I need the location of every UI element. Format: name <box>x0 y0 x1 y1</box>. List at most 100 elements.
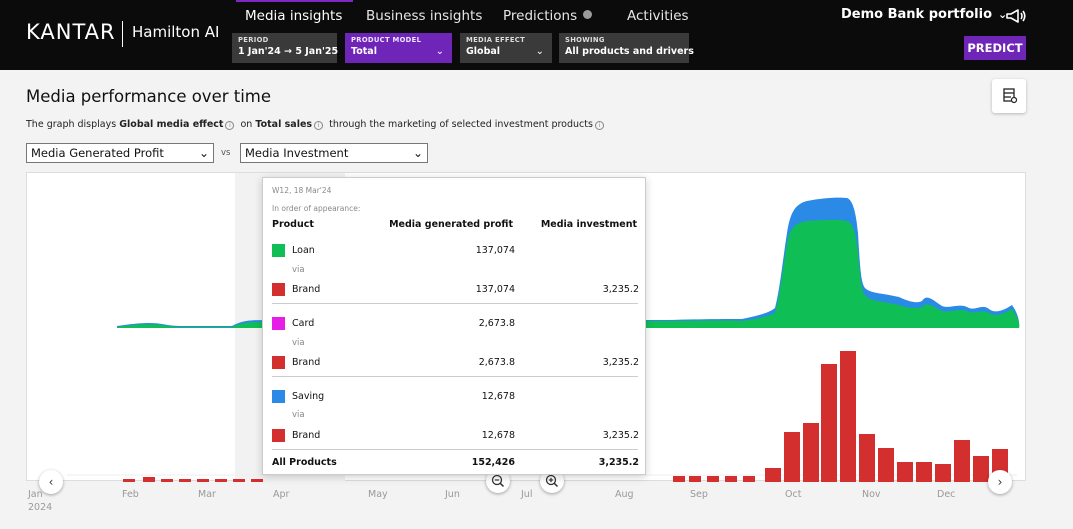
top-bar: KANTAR Hamilton AI Media insights Busine… <box>0 0 1073 70</box>
month-label: Jan <box>28 489 43 500</box>
tooltip-week: W12, 18 Mar'24 <box>272 186 332 195</box>
primary-metric-value: Media Generated Profit <box>31 146 164 160</box>
primary-metric-select[interactable]: Media Generated Profit ⌄ <box>26 143 214 163</box>
product-profit: 12,678 <box>481 391 515 402</box>
product-profit: 137,074 <box>475 245 515 256</box>
status-dot-icon <box>583 10 593 19</box>
driver-investment: 3,235.2 <box>602 357 639 368</box>
tooltip-divider <box>272 376 638 377</box>
product-model-filter-value: Total <box>351 46 377 57</box>
driver-profit: 2,673.8 <box>478 357 515 368</box>
showing-filter[interactable]: SHOWING All products and drivers <box>559 33 694 63</box>
via-label: via <box>292 265 305 275</box>
chevron-down-icon: ⌄ <box>435 46 444 57</box>
month-label: Nov <box>862 489 881 500</box>
tab-media-insights[interactable]: Media insights <box>245 8 343 24</box>
tooltip-row-saving-brand: Brand 12,678 3,235.2 <box>263 429 647 443</box>
loan-area <box>117 219 1020 328</box>
tab-activities[interactable]: Activities <box>627 8 689 24</box>
tooltip-row-loan-brand: Brand 137,074 3,235.2 <box>263 283 647 297</box>
portfolio-name: Demo Bank portfolio <box>841 7 993 22</box>
total-profit: 152,426 <box>471 457 515 468</box>
desc-text-3: through the marketing of selected invest… <box>329 119 593 130</box>
desc-effect: Global media effect <box>119 119 224 130</box>
tooltip-header-investment: Media investment <box>540 219 637 230</box>
month-label: Jul <box>521 489 533 500</box>
showing-filter-value: All products and drivers <box>565 46 694 57</box>
tooltip-row-card-brand: Brand 2,673.8 3,235.2 <box>263 356 647 370</box>
info-icon[interactable]: i <box>594 121 604 130</box>
product-name: Hamilton AI <box>132 23 220 41</box>
month-label: Apr <box>273 489 290 500</box>
card-swatch <box>272 317 285 330</box>
month-label: May <box>368 489 388 500</box>
via-label: via <box>292 410 305 420</box>
scroll-right-button[interactable]: › <box>988 470 1012 494</box>
desc-text-1: The graph displays <box>26 119 117 130</box>
tab-predictions[interactable]: Predictions <box>503 8 593 24</box>
month-label: Mar <box>198 489 216 500</box>
month-label: Sep <box>690 489 708 500</box>
driver-name: Brand <box>292 284 321 295</box>
driver-profit: 12,678 <box>481 430 515 441</box>
showing-filter-label: SHOWING <box>565 36 605 44</box>
logo-divider <box>122 21 123 47</box>
product-name: Card <box>292 318 315 329</box>
tab-predictions-label: Predictions <box>503 8 578 24</box>
driver-investment: 3,235.2 <box>602 284 639 295</box>
desc-text-2: on <box>240 119 253 130</box>
month-label: Jun <box>445 489 460 500</box>
info-icon[interactable]: i <box>225 121 235 130</box>
active-tab-indicator <box>236 0 353 2</box>
tooltip-header-product: Product <box>272 219 314 230</box>
month-label: Aug <box>615 489 634 500</box>
tooltip-divider <box>272 449 638 450</box>
product-model-filter-label: PRODUCT MODEL <box>351 36 422 44</box>
kantar-logo[interactable]: KANTAR <box>26 20 116 44</box>
brand-swatch <box>272 429 285 442</box>
media-effect-filter-value: Global <box>466 46 501 57</box>
table-export-icon <box>1003 88 1018 104</box>
scroll-left-button[interactable]: ‹ <box>39 470 63 494</box>
tooltip-header-profit: Media generated profit <box>389 219 513 230</box>
predict-button[interactable]: PREDICT <box>964 36 1026 60</box>
media-effect-filter-label: MEDIA EFFECT <box>466 36 526 44</box>
driver-profit: 137,074 <box>475 284 515 295</box>
secondary-metric-value: Media Investment <box>245 146 349 160</box>
month-label: Oct <box>785 489 802 500</box>
product-name: Saving <box>292 391 325 402</box>
period-filter[interactable]: PERIOD 1 Jan'24 → 5 Jan'25 <box>232 33 339 63</box>
product-model-filter[interactable]: PRODUCT MODEL Total ⌄ <box>345 33 452 63</box>
via-label: via <box>292 338 305 348</box>
month-label: Dec <box>937 489 956 500</box>
zoom-out-icon <box>491 474 505 488</box>
portfolio-selector[interactable]: Demo Bank portfolio ⌄ <box>841 7 1007 22</box>
desc-metric: Total sales <box>255 119 313 130</box>
product-name: Loan <box>292 245 315 256</box>
chevron-down-icon: ⌄ <box>412 146 423 160</box>
brand-swatch <box>272 283 285 296</box>
tooltip-row-card: Card 2,673.8 <box>263 317 647 331</box>
loan-swatch <box>272 244 285 257</box>
brand-swatch <box>272 356 285 369</box>
driver-name: Brand <box>292 430 321 441</box>
megaphone-icon[interactable] <box>1005 7 1027 25</box>
vs-label: vs <box>221 148 231 158</box>
chevron-down-icon: ⌄ <box>198 146 209 160</box>
media-effect-filter[interactable]: MEDIA EFFECT Global ⌄ <box>460 33 552 63</box>
export-table-button[interactable] <box>992 79 1026 113</box>
product-profit: 2,673.8 <box>478 318 515 329</box>
chevron-right-icon: › <box>997 475 1003 489</box>
chevron-down-icon: ⌄ <box>535 46 544 57</box>
year-label: 2024 <box>28 502 53 513</box>
secondary-metric-select[interactable]: Media Investment ⌄ <box>240 143 428 163</box>
total-label: All Products <box>272 457 337 468</box>
tab-business-insights[interactable]: Business insights <box>366 8 483 24</box>
info-icon[interactable]: i <box>314 121 324 130</box>
page-title: Media performance over time <box>26 87 272 106</box>
chevron-down-icon: ⌄ <box>998 8 1008 21</box>
tooltip-row-loan: Loan 137,074 <box>263 244 647 258</box>
tooltip-row-total: All Products 152,426 3,235.2 <box>263 456 647 470</box>
period-filter-value: 1 Jan'24 → 5 Jan'25 <box>238 46 339 57</box>
tooltip-divider <box>272 303 638 304</box>
